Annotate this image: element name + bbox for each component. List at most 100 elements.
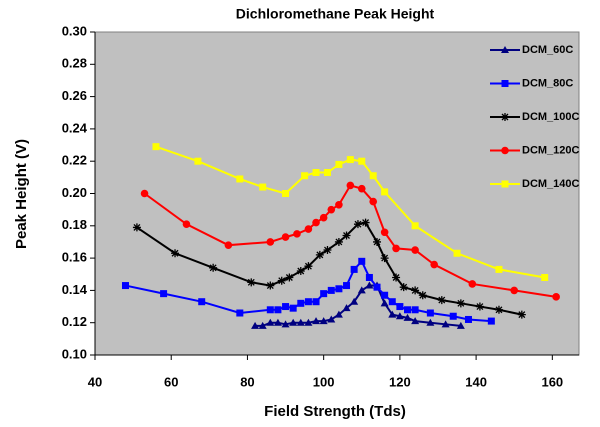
y-tick-label: 0.16 [62, 250, 87, 265]
x-tick-label: 40 [88, 374, 102, 389]
chart-title: Dichloromethane Peak Height [236, 6, 435, 22]
marker [411, 246, 419, 254]
marker [273, 318, 282, 326]
marker [357, 286, 366, 294]
marker [495, 265, 503, 273]
marker [517, 310, 526, 319]
marker [320, 290, 328, 298]
marker [411, 286, 420, 295]
marker [281, 233, 290, 241]
marker [236, 309, 244, 317]
marker [541, 273, 549, 281]
marker [132, 223, 141, 232]
legend-label: DCM_60C [522, 44, 573, 56]
marker [296, 318, 305, 326]
marker [357, 184, 366, 193]
x-tick-label: 60 [164, 374, 178, 389]
marker [456, 321, 465, 329]
marker [453, 249, 461, 257]
marker [350, 297, 359, 305]
marker [501, 113, 509, 121]
marker [327, 315, 336, 323]
marker [251, 321, 260, 329]
marker [301, 172, 309, 180]
marker [388, 310, 397, 318]
marker [426, 318, 435, 326]
marker [266, 306, 274, 314]
marker [327, 286, 335, 294]
marker [501, 146, 509, 155]
marker [266, 318, 275, 326]
marker [323, 246, 332, 255]
marker [323, 169, 331, 177]
marker [369, 197, 378, 206]
marker [304, 262, 313, 271]
marker [430, 260, 438, 269]
marker [274, 306, 282, 314]
marker [304, 318, 313, 326]
marker [343, 282, 351, 290]
y-axis-label: Peak Height (V) [13, 139, 30, 249]
marker [381, 188, 389, 196]
marker [198, 298, 206, 306]
y-tick-label: 0.14 [62, 282, 88, 297]
marker [297, 299, 305, 307]
marker [361, 218, 370, 227]
marker [464, 315, 472, 323]
y-tick-label: 0.12 [62, 314, 87, 329]
marker [334, 310, 343, 318]
marker [282, 303, 290, 311]
marker [411, 306, 419, 314]
marker [121, 282, 129, 290]
marker [281, 320, 290, 328]
marker [404, 306, 412, 314]
marker [327, 205, 336, 214]
x-tick-label: 120 [389, 374, 411, 389]
marker [350, 265, 358, 273]
marker [335, 201, 343, 209]
data-line [136, 221, 523, 316]
marker [152, 143, 160, 151]
marker [501, 46, 509, 53]
x-tick-label: 140 [465, 374, 487, 389]
marker [224, 241, 233, 249]
marker [365, 281, 374, 289]
marker [501, 180, 509, 188]
marker [552, 293, 560, 301]
marker [510, 286, 519, 295]
marker [319, 213, 328, 222]
marker [426, 309, 434, 317]
marker [312, 218, 320, 227]
marker [346, 181, 355, 190]
y-tick-label: 0.10 [62, 346, 87, 361]
plot-area [94, 31, 580, 356]
marker [494, 305, 503, 314]
marker [468, 280, 477, 288]
marker [312, 169, 320, 177]
x-tick-label: 160 [541, 374, 563, 389]
marker [194, 157, 202, 165]
data-line [125, 259, 492, 323]
marker [140, 189, 149, 198]
y-tick-label: 0.26 [62, 88, 87, 103]
marker [266, 238, 275, 246]
y-tick-label: 0.30 [62, 23, 87, 38]
legend-label: DCM_80C [522, 77, 573, 89]
marker [259, 183, 267, 191]
marker [380, 299, 389, 307]
marker [182, 220, 191, 228]
y-tick-label: 0.18 [62, 217, 87, 232]
marker [312, 317, 321, 325]
marker [209, 263, 218, 272]
marker [171, 249, 180, 258]
marker [475, 302, 484, 311]
marker [380, 228, 389, 237]
legend-label: DCM_100C [522, 111, 580, 123]
marker [411, 317, 420, 325]
marker [312, 298, 320, 306]
marker [304, 298, 312, 306]
marker [289, 304, 297, 312]
marker [369, 172, 377, 180]
marker [501, 80, 509, 87]
